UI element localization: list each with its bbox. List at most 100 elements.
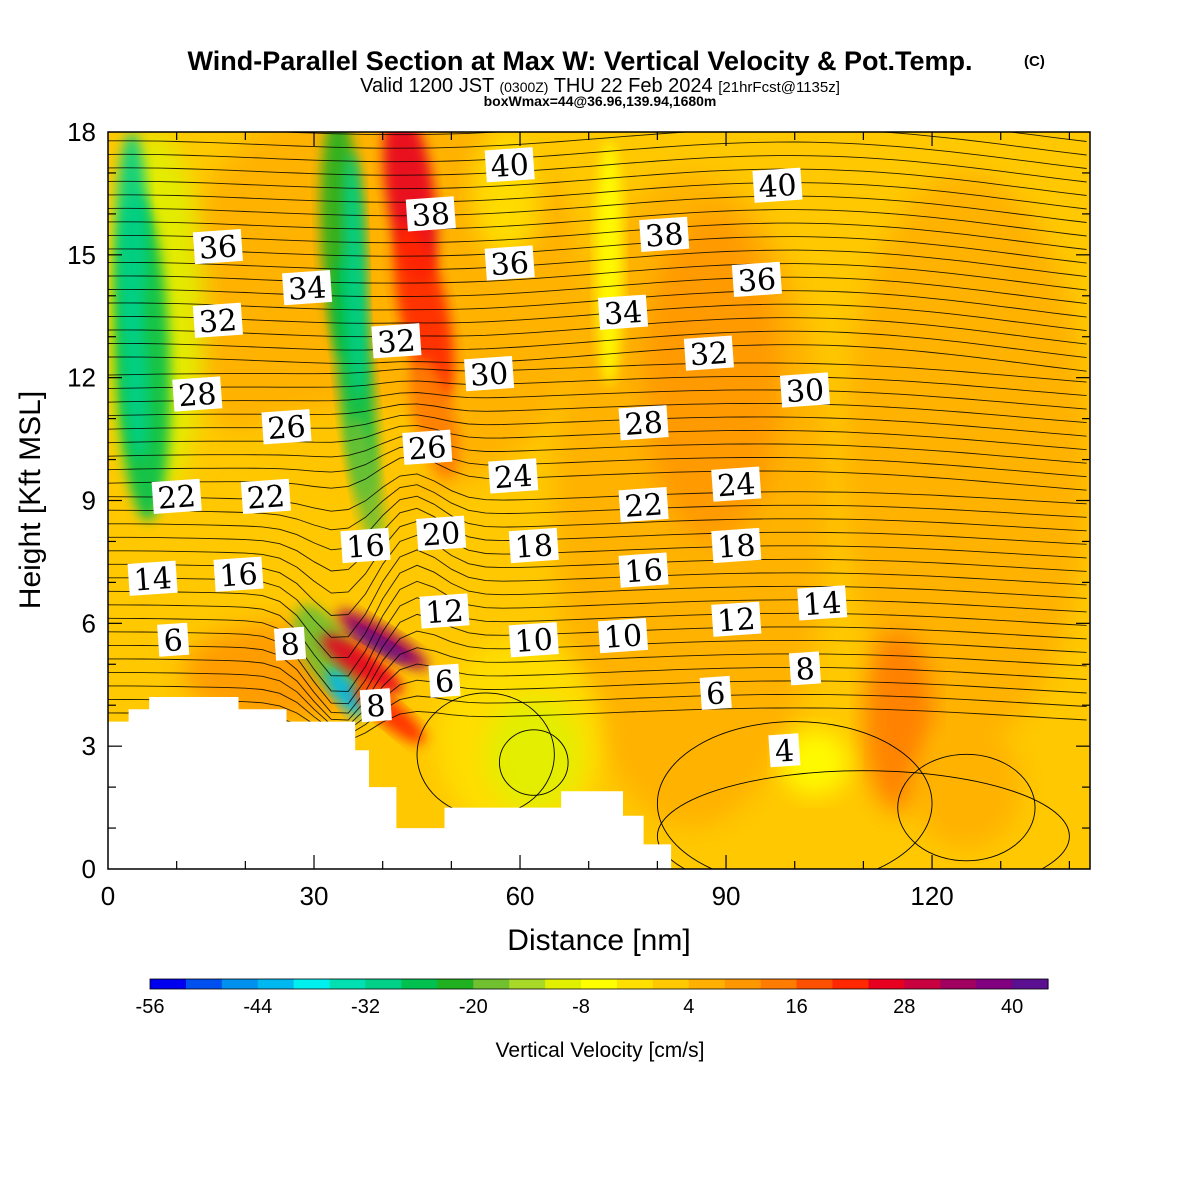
colorbar: -56 -44 -32 -20 -8 4 16 28 40	[136, 978, 1049, 1018]
theta-label-text: 22	[157, 479, 198, 517]
theta-label-text: 20	[421, 516, 462, 554]
theta-label-text: 8	[794, 652, 815, 688]
chart-title: Wind-Parallel Section at Max W: Vertical…	[188, 46, 973, 76]
theta-label: 22	[151, 478, 202, 517]
theta-label-text: 16	[623, 553, 664, 591]
theta-label-box	[419, 593, 470, 629]
theta-label-box	[273, 626, 307, 661]
terrain-mask	[108, 697, 672, 869]
colorbar-swatch	[581, 979, 618, 989]
colorbar-swatch	[150, 979, 187, 989]
colorbar-swatch	[257, 979, 295, 989]
theta-line	[108, 389, 1087, 410]
theta-label-text: 8	[279, 627, 300, 663]
theta-line	[108, 263, 1087, 291]
theta-label-box	[282, 269, 333, 306]
colorbar-swatch	[185, 979, 223, 989]
theta-label: 16	[340, 527, 391, 566]
y-tick-label: 3	[82, 731, 96, 761]
theta-label: 32	[683, 335, 734, 373]
theta-label: 22	[240, 478, 291, 517]
theta-label-text: 18	[716, 528, 757, 566]
theta-line	[656, 770, 1070, 869]
theta-line	[498, 729, 569, 796]
theta-label-box	[192, 302, 243, 338]
velocity-cell	[116, 132, 148, 337]
theta-label: 8	[273, 626, 307, 663]
theta-label-text: 38	[644, 217, 685, 255]
theta-label-box	[779, 372, 831, 408]
velocity-cell	[347, 624, 412, 664]
theta-label-text: 8	[365, 689, 386, 725]
theta-label-text: 12	[424, 594, 465, 632]
valid-utc: (0300Z)	[499, 79, 548, 95]
colorbar-tick-label: 28	[893, 996, 915, 1018]
theta-label-box	[508, 622, 559, 658]
velocity-cell	[393, 223, 454, 401]
theta-label: 18	[508, 527, 559, 566]
theta-label-box	[683, 335, 734, 371]
colorbar-tick-label: -56	[136, 996, 165, 1018]
theta-label-box	[359, 688, 392, 723]
theta-label-text: 38	[411, 197, 452, 235]
valid-prefix: Valid 1200 JST	[360, 75, 494, 97]
theta-line	[108, 495, 1087, 551]
theta-line	[108, 484, 1087, 531]
colorbar-swatch	[832, 979, 869, 989]
theta-line	[108, 317, 1087, 345]
theta-line	[108, 564, 1087, 659]
theta-line	[108, 580, 1087, 677]
theta-label-text: 30	[469, 356, 510, 394]
theta-label-text: 28	[623, 405, 664, 443]
theta-label-text: 10	[514, 622, 555, 660]
theta-label: 32	[371, 323, 422, 361]
theta-label: 38	[405, 196, 456, 235]
colorbar-swatch	[437, 979, 474, 989]
theta-label: 12	[419, 593, 470, 632]
theta-label-box	[484, 147, 535, 183]
colorbar-swatch	[293, 979, 331, 989]
velocity-cell	[122, 295, 149, 460]
x-tick-label: 60	[506, 881, 535, 911]
theta-label: 32	[192, 302, 243, 341]
theta-label-text: 34	[287, 270, 328, 308]
theta-label: 10	[508, 622, 559, 660]
theta-label: 30	[464, 355, 515, 394]
theta-label-box	[699, 675, 732, 710]
theta-label-box	[371, 323, 422, 359]
theta-label-box	[618, 486, 669, 523]
theta-label-text: 22	[623, 487, 664, 525]
theta-label-text: 22	[246, 479, 287, 517]
theta-line	[108, 344, 1087, 372]
theta-label-text: 12	[716, 602, 757, 640]
theta-label-box	[639, 216, 690, 253]
colorbar-swatch	[904, 979, 941, 989]
colorbar-swatch	[760, 979, 798, 989]
theta-label-box	[192, 228, 243, 265]
valid-date: THU 22 Feb 2024	[554, 75, 713, 97]
colorbar-tick-label: 40	[1001, 996, 1023, 1018]
theta-label-box	[618, 552, 669, 588]
theta-line	[108, 445, 1087, 478]
theta-label: 36	[731, 261, 782, 300]
theta-label-box	[788, 651, 822, 686]
theta-line	[108, 303, 1087, 332]
colorbar-label: Vertical Velocity [cm/s]	[496, 1039, 705, 1062]
theta-label: 6	[699, 675, 732, 713]
theta-label: 26	[402, 429, 453, 468]
theta-label-box	[711, 466, 762, 502]
colorbar-swatch	[221, 979, 259, 989]
theta-label-box	[405, 196, 456, 232]
theta-label-text: 16	[218, 557, 259, 595]
velocity-cell	[321, 633, 404, 695]
y-tick-label: 6	[82, 608, 96, 638]
theta-line	[108, 375, 1087, 397]
theta-label: 36	[192, 228, 243, 267]
colorbar-tick-label: 16	[785, 996, 807, 1018]
theta-label-box	[768, 733, 801, 768]
y-tick-label: 0	[82, 854, 96, 884]
theta-line	[108, 597, 1087, 692]
theta-contour-labels: 40 40 38 38 36 36 36 34 34 32 32 32 30 30 28 28 26 26 24 24…	[127, 147, 848, 770]
velocity-cell	[347, 415, 384, 545]
theta-label-box	[261, 409, 312, 445]
